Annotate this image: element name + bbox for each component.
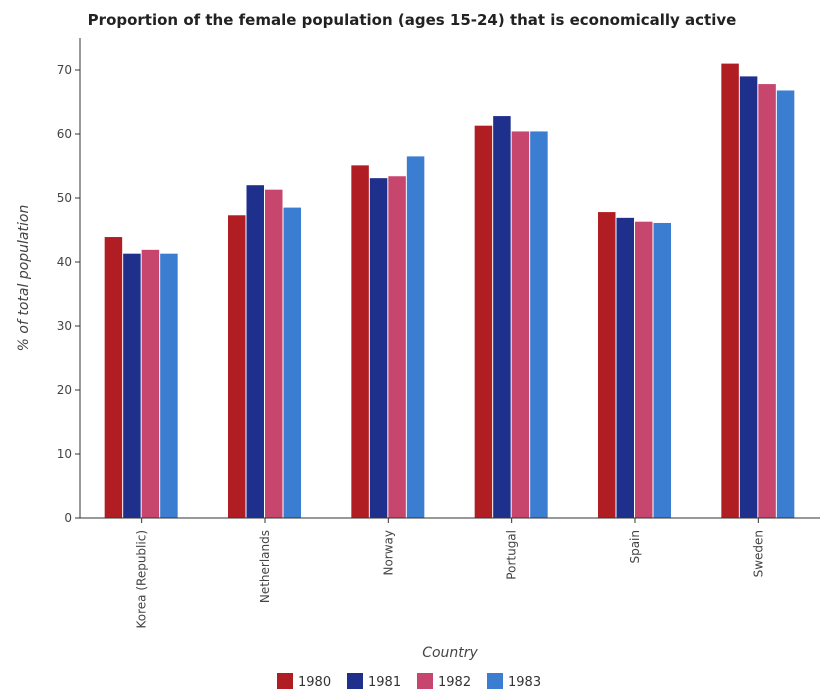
y-tick-label: 50 xyxy=(57,191,72,205)
legend-label: 1981 xyxy=(368,675,401,690)
bar-1980-0 xyxy=(104,237,123,519)
y-tick-label: 0 xyxy=(64,511,72,525)
bar-1983-4 xyxy=(653,222,671,518)
x-tick-label: Spain xyxy=(628,530,642,564)
plot-area: 0 10 20 30 40 50 60 70 Korea (Republic) Netherla… xyxy=(57,38,820,628)
bar-1981-4 xyxy=(616,217,634,518)
x-tick-label: Sweden xyxy=(751,530,765,577)
bar-1980-5 xyxy=(721,63,739,518)
plot-background xyxy=(80,38,820,518)
x-axis-title: Country xyxy=(422,645,478,661)
y-axis: 0 10 20 30 40 50 60 70 xyxy=(57,38,81,525)
bar-1981-1 xyxy=(246,185,264,518)
bar-1980-1 xyxy=(228,215,246,518)
bar-1982-5 xyxy=(758,84,776,518)
bar-1982-2 xyxy=(388,176,406,519)
bar-1983-0 xyxy=(160,253,178,518)
bar-1980-2 xyxy=(351,165,369,519)
bar-1981-0 xyxy=(123,253,141,518)
y-tick-label: 70 xyxy=(57,63,72,77)
bar-1980-4 xyxy=(598,212,616,518)
bar-1982-4 xyxy=(635,221,653,518)
x-tick-label: Portugal xyxy=(505,530,519,580)
y-axis-title: % of total population xyxy=(16,205,32,352)
legend-swatch-1982 xyxy=(417,673,433,689)
x-axis: Korea (Republic) Netherlands Norway Portuga… xyxy=(80,517,820,628)
legend-swatch-1981 xyxy=(347,673,363,689)
bar-1982-3 xyxy=(511,131,530,518)
x-tick-label: Netherlands xyxy=(258,530,272,603)
bar-1981-5 xyxy=(739,76,758,519)
bar-1983-2 xyxy=(406,156,425,518)
bar-1982-0 xyxy=(141,249,160,518)
bar-1981-2 xyxy=(369,178,388,518)
y-tick-label: 30 xyxy=(57,319,72,333)
legend-label: 1982 xyxy=(438,675,471,690)
bar-1982-1 xyxy=(265,189,283,518)
bar-1983-5 xyxy=(776,90,795,518)
y-tick-label: 40 xyxy=(57,255,72,269)
legend-swatch-1983 xyxy=(487,673,503,689)
legend: 1980 1981 1982 1983 xyxy=(277,673,541,690)
legend-label: 1983 xyxy=(508,675,541,690)
chart-title: Proportion of the female population (age… xyxy=(88,11,737,29)
x-tick-label: Norway xyxy=(381,530,395,576)
y-tick-label: 10 xyxy=(57,447,72,461)
bars-group xyxy=(104,63,795,519)
legend-label: 1980 xyxy=(298,675,331,690)
bar-1983-1 xyxy=(283,207,301,518)
legend-swatch-1980 xyxy=(277,673,293,689)
x-tick-label: Korea (Republic) xyxy=(135,530,149,628)
bar-1981-3 xyxy=(493,116,511,518)
y-tick-label: 60 xyxy=(57,127,72,141)
y-tick-label: 20 xyxy=(57,383,72,397)
bar-1983-3 xyxy=(530,131,548,518)
bar-1980-3 xyxy=(474,125,493,519)
